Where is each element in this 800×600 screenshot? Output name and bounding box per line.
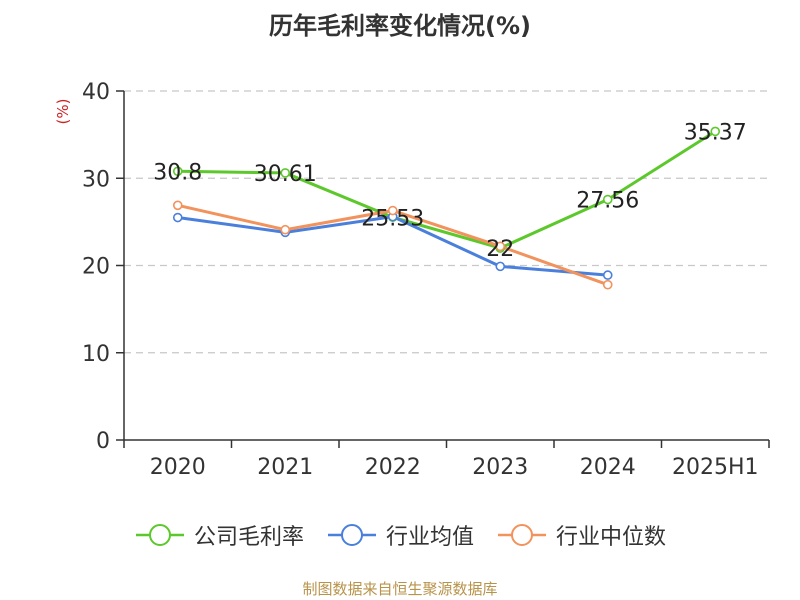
data-point	[602, 279, 613, 290]
series-line	[177, 130, 717, 250]
y-tick-label: 30	[82, 167, 110, 192]
y-tick-label: 0	[96, 429, 110, 454]
data-label: 27.56	[576, 189, 639, 214]
legend-marker	[340, 524, 363, 546]
y-tick-label: 10	[82, 342, 110, 367]
legend-label: 行业中位数	[556, 525, 667, 550]
x-tick-label: 2021	[257, 455, 313, 480]
data-point	[495, 261, 506, 272]
data-point	[172, 200, 183, 211]
legend-item: 行业均值	[326, 519, 474, 551]
data-point	[602, 270, 613, 280]
data-label: 30.61	[254, 162, 317, 187]
data-labels: 30.8 30.61 25.53 22 27.56 35.37	[153, 120, 746, 262]
legend-symbol	[135, 524, 184, 546]
x-tick-label: 2020	[150, 455, 206, 480]
data-point	[387, 205, 398, 216]
legend-label: 公司毛利率	[193, 525, 304, 550]
y-axis-label: (%)	[54, 99, 72, 125]
x-tick-label: 2025H1	[672, 455, 759, 480]
grid-lines	[124, 90, 769, 354]
chart-title: 历年毛利率变化情况(%)	[269, 12, 531, 40]
legend-label: 行业均值	[385, 525, 474, 550]
data-point	[495, 241, 506, 252]
data-point	[710, 126, 721, 137]
legend-symbol	[327, 524, 376, 546]
source-note: 制图数据来自恒生聚源数据库	[302, 580, 498, 598]
y-tick-label: 40	[82, 80, 110, 105]
data-points	[172, 126, 721, 290]
data-point	[172, 166, 183, 177]
legend-marker	[148, 524, 171, 546]
legend-marker	[511, 524, 533, 546]
x-tick-label: 2023	[472, 455, 528, 480]
data-label: 35.37	[684, 120, 747, 145]
data-label: 30.8	[153, 160, 202, 185]
legend-symbol	[498, 524, 546, 546]
data-point	[172, 212, 183, 223]
x-tick-label: 2022	[365, 455, 421, 480]
y-tick-label: 20	[82, 255, 110, 280]
legend-item: 公司毛利率	[134, 519, 304, 551]
axes: 0 10 20 30 40 (%) 2020 2021 2022 2023 2024 2025H1	[54, 80, 770, 480]
data-point	[602, 194, 613, 205]
legend: 公司毛利率 行业均值 行业中位数	[0, 519, 800, 551]
legend-item: 行业中位数	[496, 519, 666, 551]
data-label: 22	[486, 237, 514, 262]
data-point	[280, 168, 291, 178]
data-point	[280, 224, 291, 235]
data-label: 25.53	[361, 206, 424, 231]
x-tick-label: 2024	[580, 455, 636, 480]
